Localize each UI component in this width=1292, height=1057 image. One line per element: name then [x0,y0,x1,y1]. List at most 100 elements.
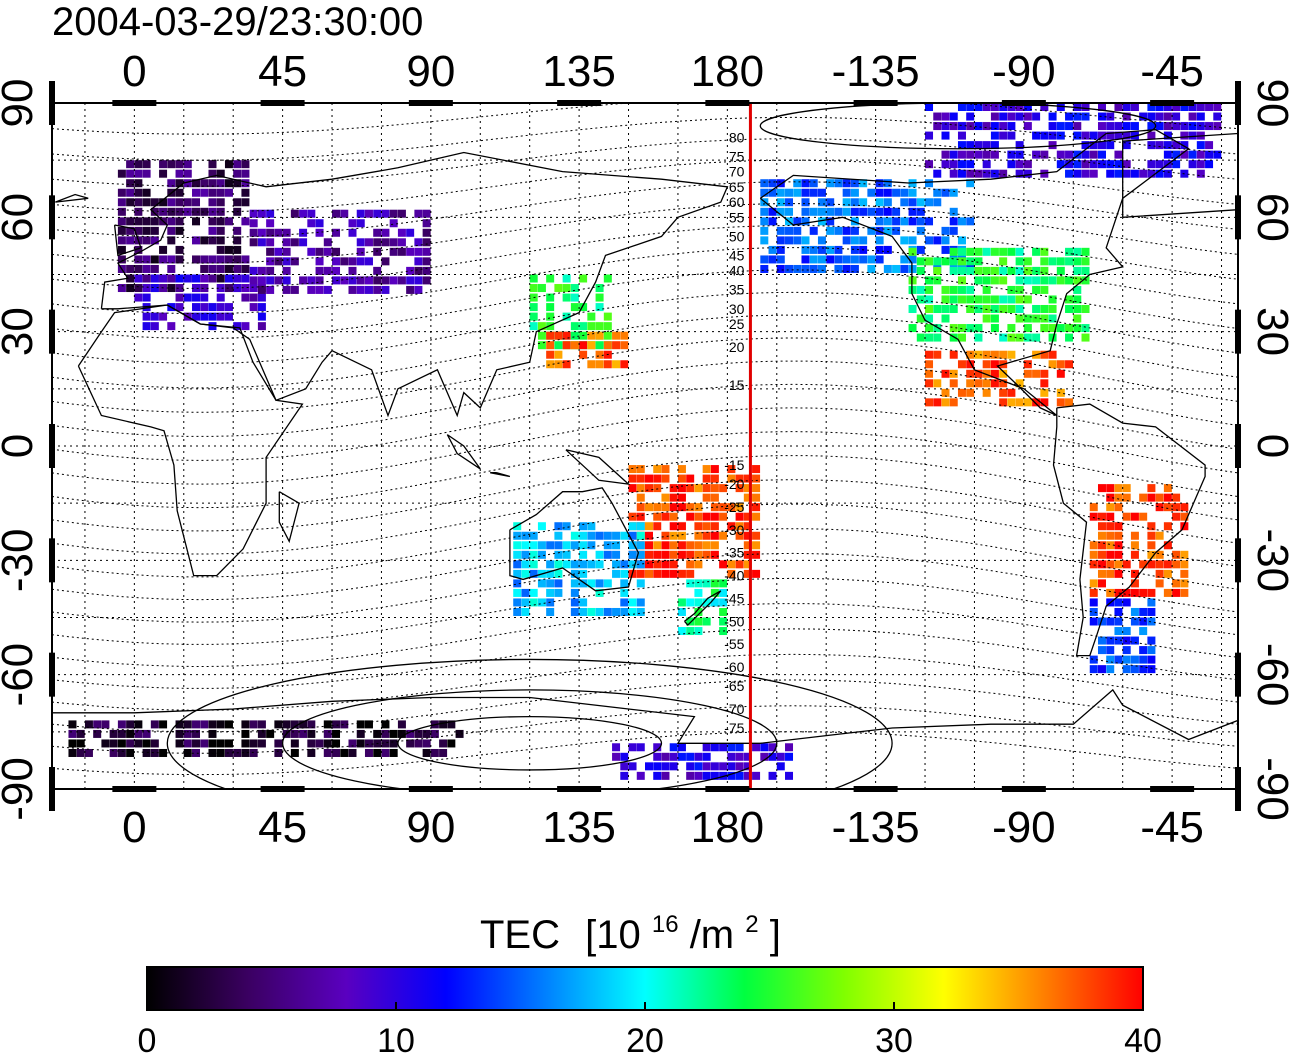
tec-cell [175,303,184,312]
tec-cell [908,324,917,333]
tec-cell [579,322,588,331]
tec-cell [1089,131,1098,140]
tec-cell [117,236,126,245]
tec-cell [356,720,365,729]
tec-cell [257,209,266,218]
tec-cell [142,160,151,169]
tec-cell [785,207,794,216]
tec-cell [859,198,868,207]
tec-cell [1073,169,1082,178]
tec-cell [1097,569,1106,578]
frame-tick-mark [1235,309,1241,354]
tec-cell [1032,304,1041,313]
tec-cell [521,598,530,607]
tec-cell [1081,112,1090,121]
tec-cell [1106,541,1115,550]
frame-tick-mark [1001,100,1046,106]
tec-cell [785,752,794,761]
tec-cell [768,743,777,752]
contour-line [52,431,1238,509]
latitude-tick-label: 30 [0,307,42,356]
tec-cell [537,598,546,607]
tec-cell [801,207,810,216]
tec-cell [150,264,159,273]
tec-cell [677,743,686,752]
tec-cell [68,739,77,748]
tec-cell [957,360,966,369]
tec-cell [167,284,176,293]
tec-cell [274,257,283,266]
tec-cell [752,484,761,493]
tec-cell [776,264,785,273]
tec-cell [1163,493,1172,502]
tec-cell [1048,324,1057,333]
longitude-tick-label: -135 [832,47,920,96]
tec-cell [134,739,143,748]
tec-cell [925,360,934,369]
tec-cell [150,322,159,331]
tec-cell [249,266,258,275]
tec-cell [1097,484,1106,493]
tec-cell [1147,646,1156,655]
longitude-ticks-bottom: 0 45 90 135 180 -135 -90 -45 [122,803,1204,852]
tec-cell [307,748,316,757]
tec-cell [1015,295,1024,304]
tec-cell [1073,131,1082,140]
tec-cell [1081,247,1090,256]
tec-cell [1015,379,1024,388]
tec-cell [999,131,1008,140]
latitude-ticks-right: 9060300-30-60-90 [1248,79,1292,821]
tec-cell [1147,131,1156,140]
tec-cell [554,560,563,569]
tec-cell [1097,103,1106,111]
tec-cell [422,729,431,738]
tec-cell [826,198,835,207]
tec-cell [776,245,785,254]
tec-cell [636,465,645,474]
tec-cell [1065,276,1074,285]
tec-cell [595,341,604,350]
tec-cell [216,217,225,226]
tec-cell [916,314,925,323]
tec-cell [126,226,135,235]
tec-cell [397,228,406,237]
tec-cell [1106,550,1115,559]
tec-cell [1106,531,1115,540]
tec-cell [389,748,398,757]
tec-cell [653,569,662,578]
tec-cell [134,179,143,188]
tec-cell [990,304,999,313]
tec-cell [1155,160,1164,169]
tec-cell [1032,247,1041,256]
tec-cell [999,257,1008,266]
tec-cell [686,771,695,780]
tec-cell [233,236,242,245]
tec-cell [233,198,242,207]
tec-cell [752,541,761,550]
tec-cell [546,341,555,350]
tec-cell [167,255,176,264]
tec-cell [1130,579,1139,588]
tec-cell [908,264,917,273]
tec-cell [1106,484,1115,493]
tec-cell [1163,141,1172,150]
tec-cell [1114,150,1123,159]
tec-cell [546,331,555,340]
tec-cell [702,617,711,626]
tec-cell [982,276,991,285]
tec-cell [282,228,291,237]
tec-cell [93,720,102,729]
tec-cell [957,295,966,304]
tec-cell [990,112,999,121]
longitude-tick-label: 0 [122,803,146,852]
tec-cell [826,179,835,188]
tec-cell [925,369,934,378]
tec-cell [216,169,225,178]
tec-cell [949,150,958,159]
frame-tick-mark [1235,81,1241,125]
tec-cell [570,331,579,340]
tec-cell [1139,607,1148,616]
tec-cell [686,579,695,588]
tec-cell [727,771,736,780]
tec-cell [1163,150,1172,159]
